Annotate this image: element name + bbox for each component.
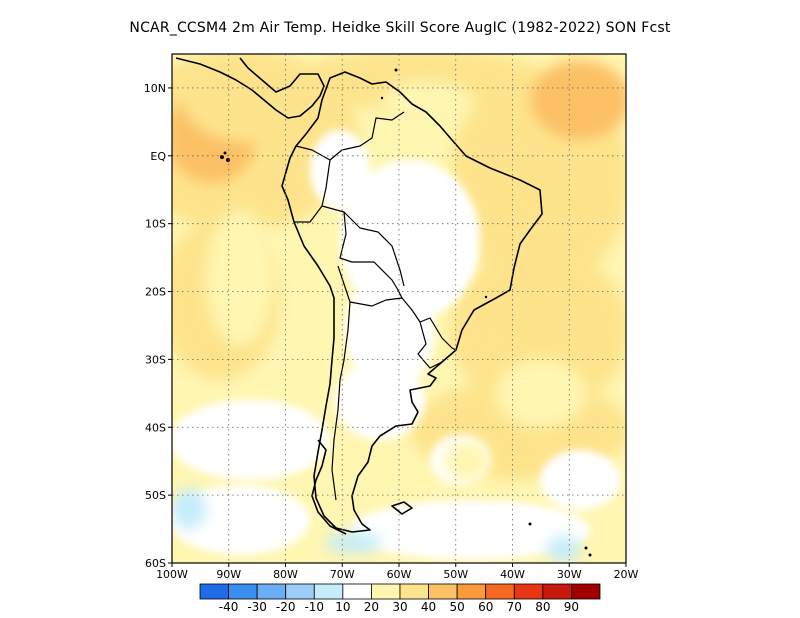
country-borders — [294, 111, 457, 501]
no-skill-field — [172, 130, 620, 560]
skill-region-8 — [444, 440, 490, 482]
lon-tick-label: 100W — [156, 568, 188, 581]
lat-tick-label: EQ — [150, 150, 166, 163]
lat-tick-label: 10N — [144, 82, 166, 95]
colorbar-swatch — [513, 583, 544, 600]
lon-tick-label: 40W — [500, 568, 525, 581]
lat-tick-label: 50S — [145, 489, 166, 502]
skill-region-4 — [461, 311, 507, 367]
lon-tick-label: 20W — [614, 568, 639, 581]
skill-region-6 — [381, 81, 473, 122]
colorbar-label: 30 — [392, 600, 407, 614]
skill-region-7 — [206, 210, 275, 346]
lon-tick-label: 60W — [387, 568, 412, 581]
colorbar-swatch — [256, 583, 287, 600]
lat-tick-label: 30S — [145, 353, 166, 366]
colorbar-label: 90 — [564, 600, 579, 614]
colorbar-label: 80 — [535, 600, 550, 614]
colorbar-label: 20 — [364, 600, 379, 614]
lon-tick-label: 70W — [330, 568, 355, 581]
gridlines — [172, 54, 626, 563]
colorbar-swatch — [199, 583, 229, 600]
colorbar-label: 50 — [450, 600, 465, 614]
map-title: NCAR_CCSM4 2m Air Temp. Heidke Skill Sco… — [129, 20, 671, 36]
colorbar-swatch — [428, 583, 458, 600]
colorbar-label: -20 — [276, 600, 296, 614]
lon-tick-label: 50W — [443, 568, 468, 581]
lat-tick-label: 60S — [145, 557, 166, 570]
colorbar-swatch — [456, 583, 487, 600]
colorbar-label: 40 — [421, 600, 436, 614]
skill-region-2 — [461, 121, 541, 177]
colorbar-swatch — [285, 583, 315, 600]
falkland-islands — [391, 501, 413, 515]
colorbar-swatch — [371, 583, 401, 600]
coastlines — [175, 57, 543, 535]
colorbar-label: -40 — [219, 600, 239, 614]
colorbar-swatch — [571, 583, 601, 600]
skill-region-1 — [183, 60, 320, 143]
colorbar-swatch — [342, 583, 372, 600]
colorbar: -40 -30 -20 -10 10 20 30 40 50 60 70 80 90 — [199, 583, 601, 614]
colorbar-swatch — [542, 583, 572, 600]
colorbar-label: 70 — [507, 600, 522, 614]
lat-tick-label: 10S — [145, 218, 166, 231]
south-america-coast — [281, 71, 543, 533]
lon-tick-label: 90W — [216, 568, 241, 581]
colorbar-swatch — [485, 583, 515, 600]
skill-field — [172, 54, 626, 563]
central-america-coast — [175, 57, 325, 119]
skill-region-9 — [172, 488, 207, 530]
colorbar-label: -10 — [304, 600, 324, 614]
lat-tick-label: 40S — [145, 421, 166, 434]
colorbar-label: -30 — [247, 600, 267, 614]
colorbar-swatch — [313, 583, 344, 600]
skill-region-11 — [546, 535, 581, 563]
lon-tick-label: 80W — [273, 568, 298, 581]
colorbar-label: 10 — [335, 600, 350, 614]
skill-region-5 — [495, 359, 587, 428]
patagonia-islands — [311, 439, 347, 535]
colorbar-swatch — [399, 583, 429, 600]
skill-regions — [172, 60, 587, 563]
lon-tick-label: 30W — [557, 568, 582, 581]
skill-region-10 — [325, 532, 382, 553]
lat-tick-label: 20S — [145, 286, 166, 299]
colorbar-swatch — [228, 583, 258, 600]
colorbar-label: 60 — [478, 600, 493, 614]
